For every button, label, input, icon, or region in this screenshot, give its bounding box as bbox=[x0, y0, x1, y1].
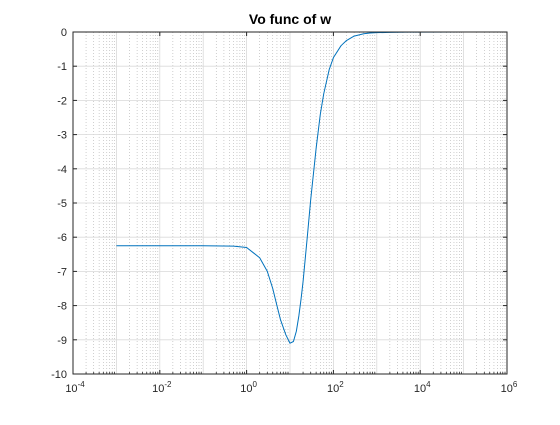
y-tick-label: -4 bbox=[57, 164, 67, 176]
y-tick-label: -8 bbox=[57, 301, 67, 313]
y-tick-label: -10 bbox=[51, 369, 67, 381]
y-tick-label: -1 bbox=[57, 61, 67, 73]
y-tick-label: 0 bbox=[61, 27, 67, 39]
y-tick-label: -6 bbox=[57, 232, 67, 244]
x-tick-label: 106 bbox=[501, 380, 518, 395]
y-axis-tick-labels: 0 -1 -2 -3 -4 -5 -6 -7 -8 -9 -10 bbox=[51, 27, 67, 381]
y-tick-label: -2 bbox=[57, 95, 67, 107]
grid bbox=[72, 31, 508, 375]
x-tick-label: 104 bbox=[414, 380, 431, 395]
chart-title: Vo func of w bbox=[249, 11, 331, 27]
x-axis-tick-labels: 10-4 10-2 100 102 104 106 bbox=[65, 380, 518, 395]
x-tick-label: 10-2 bbox=[152, 380, 172, 395]
x-tick-label: 10-4 bbox=[65, 380, 85, 395]
series-layer bbox=[116, 31, 464, 344]
series-line-1 bbox=[116, 31, 464, 344]
axis-ticks bbox=[72, 31, 508, 375]
y-tick-label: -5 bbox=[57, 198, 67, 210]
y-tick-label: -3 bbox=[57, 130, 67, 142]
x-tick-label: 102 bbox=[327, 380, 344, 395]
x-tick-label: 100 bbox=[240, 380, 257, 395]
y-tick-label: -9 bbox=[57, 335, 67, 347]
y-tick-label: -7 bbox=[57, 266, 67, 278]
